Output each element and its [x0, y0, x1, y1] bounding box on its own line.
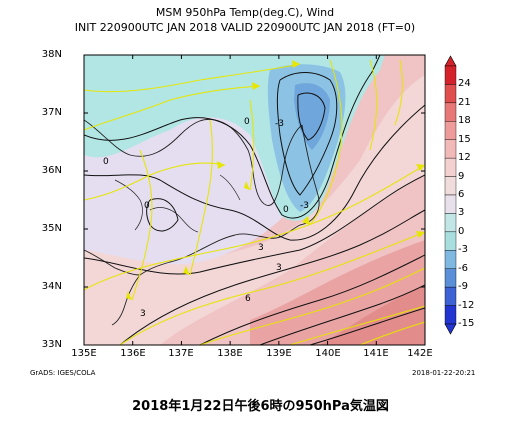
- colorbar-label: 3: [458, 207, 465, 219]
- color-bar: [444, 55, 457, 335]
- colorbar-segment: [444, 213, 457, 233]
- map-ticks: [83, 54, 426, 346]
- coastline: [84, 118, 320, 326]
- colorbar-label: 24: [458, 78, 471, 90]
- map-subtitle: INIT 220900UTC JAN 2018 VALID 220900UTC …: [74, 21, 416, 34]
- colorbar-label: 12: [458, 152, 471, 164]
- colorbar-segment: [444, 121, 457, 140]
- colorbar-segment: [444, 176, 457, 196]
- colorbar-segment: [444, 250, 457, 269]
- colorbar-segment: [444, 231, 457, 251]
- footer-credit: GrADS: IGES/COLA: [30, 369, 96, 377]
- contour-label: 3: [258, 243, 264, 253]
- colorbar-label: -9: [458, 281, 468, 293]
- colorbar-segment: [444, 286, 457, 306]
- wind-streamlines: [84, 59, 425, 345]
- isotherms: [84, 55, 425, 345]
- contour-label: 0: [144, 201, 150, 211]
- colorbar-label: 0: [458, 225, 465, 237]
- colorbar-top-arrow: [444, 55, 457, 67]
- contour-label: 0: [283, 205, 289, 215]
- colorbar-segment: [444, 65, 457, 85]
- lon-label: 140E: [315, 348, 341, 359]
- colorbar-segment: [444, 157, 457, 177]
- colorbar-label: 18: [458, 115, 471, 127]
- contour-label: 3: [140, 309, 146, 319]
- colorbar-label: 21: [458, 96, 471, 108]
- colorbar-label: -6: [458, 262, 468, 274]
- colorbar-label: 6: [458, 189, 465, 200]
- lon-label: 136E: [120, 348, 146, 359]
- contour-label: 0: [103, 157, 109, 167]
- figure-caption: 2018年1月22日午後6時の950hPa気温図: [132, 399, 389, 414]
- inner-coast: [114, 174, 241, 233]
- lat-label: 37N: [41, 107, 62, 118]
- contour-label: 6: [245, 294, 251, 304]
- contour-label: -3: [275, 119, 284, 129]
- colorbar-label: -15: [458, 318, 475, 329]
- colorbar-segment: [444, 102, 457, 122]
- lon-label: 142E: [407, 348, 433, 359]
- colorbar-segment: [444, 305, 457, 325]
- lat-label: 34N: [41, 281, 62, 292]
- wind-arrows: [126, 60, 425, 300]
- contour-label: 0: [244, 117, 250, 127]
- lat-label: 35N: [41, 223, 62, 234]
- colorbar-bottom-arrow: [444, 323, 457, 335]
- lon-label: 139E: [266, 348, 292, 359]
- footer-timestamp: 2018-01-22-20:21: [412, 369, 476, 377]
- lon-label: 138E: [217, 348, 243, 359]
- colorbar-label: 15: [458, 133, 471, 145]
- mild-band-area: [84, 75, 425, 345]
- contour-label: 3: [276, 263, 282, 273]
- map-frame: [83, 54, 426, 346]
- colorbar-segment: [444, 194, 457, 214]
- colorbar-segment: [444, 84, 457, 104]
- contour-labels: 0 0 0 0 3 3 6 -3 -3 3: [103, 117, 309, 319]
- colorbar-segment: [444, 139, 457, 159]
- lat-label: 36N: [41, 165, 62, 176]
- colorbar-label: -3: [458, 244, 468, 256]
- lat-label: 33N: [41, 339, 62, 350]
- colorbar-label: 9: [458, 170, 465, 182]
- colorbar-segment: [444, 268, 457, 288]
- lon-label: 137E: [168, 348, 194, 359]
- map-title: MSM 950hPa Temp(deg.C), Wind: [155, 6, 335, 19]
- contour-label: -3: [300, 201, 309, 211]
- lon-label: 141E: [363, 348, 389, 359]
- lat-label: 38N: [41, 49, 62, 60]
- colorbar-label: -12: [458, 299, 475, 311]
- lon-label: 135E: [71, 348, 97, 359]
